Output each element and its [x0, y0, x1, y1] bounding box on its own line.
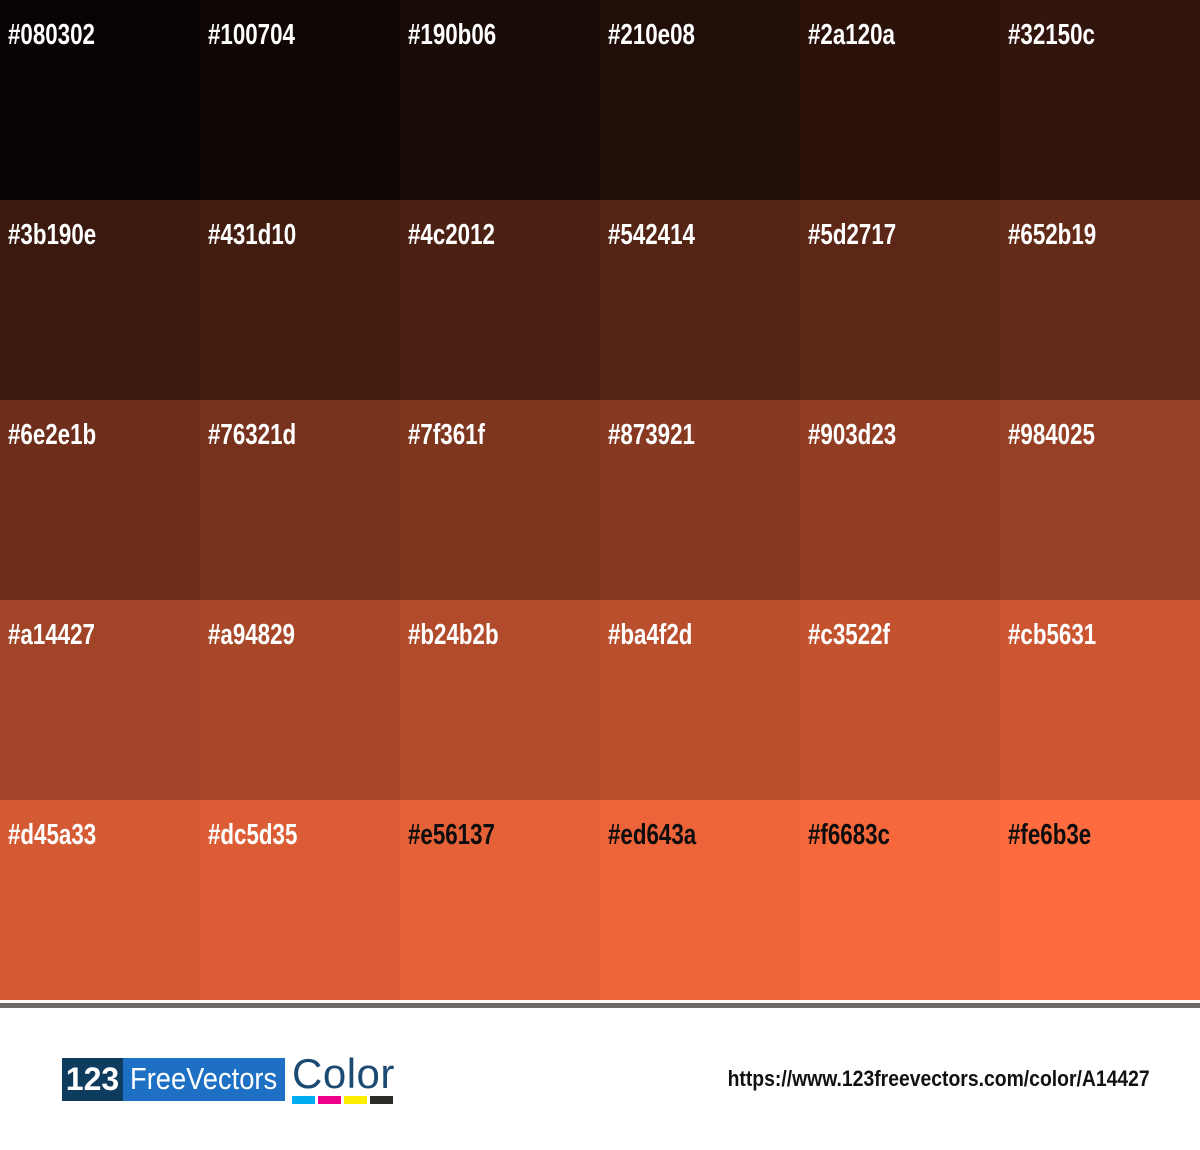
- color-hex-label: #652b19: [1008, 219, 1097, 251]
- color-hex-label: #100704: [208, 19, 295, 51]
- color-hex-label: #542414: [608, 219, 695, 251]
- color-swatch[interactable]: #f6683c: [800, 800, 1000, 1000]
- color-hex-label: #3b190e: [8, 219, 97, 251]
- color-swatch[interactable]: #fe6b3e: [1000, 800, 1200, 1000]
- color-swatch[interactable]: #3b190e: [0, 200, 200, 400]
- color-swatch[interactable]: #ed643a: [600, 800, 800, 1000]
- color-swatch[interactable]: #903d23: [800, 400, 1000, 600]
- color-swatch[interactable]: #a94829: [200, 600, 400, 800]
- color-swatch[interactable]: #873921: [600, 400, 800, 600]
- black-bar: [370, 1095, 393, 1104]
- color-hex-label: #fe6b3e: [1008, 819, 1092, 851]
- logo-color-block: Color: [292, 1049, 395, 1104]
- color-hex-label: #2a120a: [808, 19, 895, 51]
- footer: 123 FreeVectors Color https://www.123fre…: [0, 1008, 1200, 1150]
- color-hex-label: #984025: [1008, 419, 1095, 451]
- logo-freevectors-text: FreeVectors: [130, 1061, 278, 1096]
- color-hex-label: #5d2717: [808, 219, 897, 251]
- color-swatch[interactable]: #e56137: [400, 800, 600, 1000]
- site-logo[interactable]: 123 FreeVectors Color: [62, 1049, 395, 1104]
- color-swatch[interactable]: #190b06: [400, 0, 600, 200]
- color-swatch[interactable]: #210e08: [600, 0, 800, 200]
- cmyk-bars: [292, 1095, 393, 1104]
- color-swatch-grid: #080302 #100704 #190b06 #210e08 #2a120a …: [0, 0, 1200, 1000]
- color-hex-label: #a94829: [208, 619, 295, 651]
- color-hex-label: #873921: [608, 419, 695, 451]
- color-hex-label: #d45a33: [8, 819, 97, 851]
- color-hex-label: #431d10: [208, 219, 297, 251]
- color-hex-label: #e56137: [408, 819, 495, 851]
- color-swatch[interactable]: #b24b2b: [400, 600, 600, 800]
- color-hex-label: #32150c: [1008, 19, 1095, 51]
- color-swatch[interactable]: #4c2012: [400, 200, 600, 400]
- color-hex-label: #ed643a: [608, 819, 697, 851]
- color-hex-label: #cb5631: [1008, 619, 1097, 651]
- color-hex-label: #4c2012: [408, 219, 495, 251]
- color-hex-label: #a14427: [8, 619, 95, 651]
- color-swatch[interactable]: #431d10: [200, 200, 400, 400]
- color-hex-label: #c3522f: [808, 619, 890, 651]
- divider-gap: [0, 1000, 1200, 1003]
- yellow-bar: [344, 1095, 367, 1104]
- color-swatch[interactable]: #6e2e1b: [0, 400, 200, 600]
- logo-color-text: Color: [292, 1049, 395, 1097]
- color-swatch[interactable]: #76321d: [200, 400, 400, 600]
- color-swatch[interactable]: #cb5631: [1000, 600, 1200, 800]
- color-swatch[interactable]: #100704: [200, 0, 400, 200]
- logo-freevectors-box: FreeVectors: [123, 1057, 285, 1101]
- color-hex-label: #b24b2b: [408, 619, 499, 651]
- cyan-bar: [292, 1095, 315, 1104]
- color-hex-label: #76321d: [208, 419, 297, 451]
- color-hex-label: #7f361f: [408, 419, 485, 451]
- color-swatch[interactable]: #c3522f: [800, 600, 1000, 800]
- color-swatch[interactable]: #652b19: [1000, 200, 1200, 400]
- color-swatch[interactable]: #984025: [1000, 400, 1200, 600]
- color-swatch[interactable]: #dc5d35: [200, 800, 400, 1000]
- color-swatch[interactable]: #a14427: [0, 600, 200, 800]
- color-hex-label: #6e2e1b: [8, 419, 97, 451]
- color-swatch[interactable]: #32150c: [1000, 0, 1200, 200]
- color-swatch[interactable]: #5d2717: [800, 200, 1000, 400]
- color-swatch[interactable]: #d45a33: [0, 800, 200, 1000]
- divider-rule: [0, 1003, 1200, 1008]
- color-swatch[interactable]: #7f361f: [400, 400, 600, 600]
- color-swatch[interactable]: #ba4f2d: [600, 600, 800, 800]
- color-swatch[interactable]: #080302: [0, 0, 200, 200]
- color-hex-label: #080302: [8, 19, 95, 51]
- page-url-text: https://www.123freevectors.com/color/A14…: [727, 1066, 1150, 1091]
- color-hex-label: #ba4f2d: [608, 619, 693, 651]
- color-hex-label: #190b06: [408, 19, 497, 51]
- color-hex-label: #210e08: [608, 19, 695, 51]
- color-swatch[interactable]: #542414: [600, 200, 800, 400]
- color-swatch[interactable]: #2a120a: [800, 0, 1000, 200]
- magenta-bar: [318, 1095, 341, 1104]
- logo-123-box: 123: [62, 1057, 123, 1101]
- color-hex-label: #dc5d35: [208, 819, 298, 851]
- color-hex-label: #903d23: [808, 419, 897, 451]
- color-hex-label: #f6683c: [808, 819, 890, 851]
